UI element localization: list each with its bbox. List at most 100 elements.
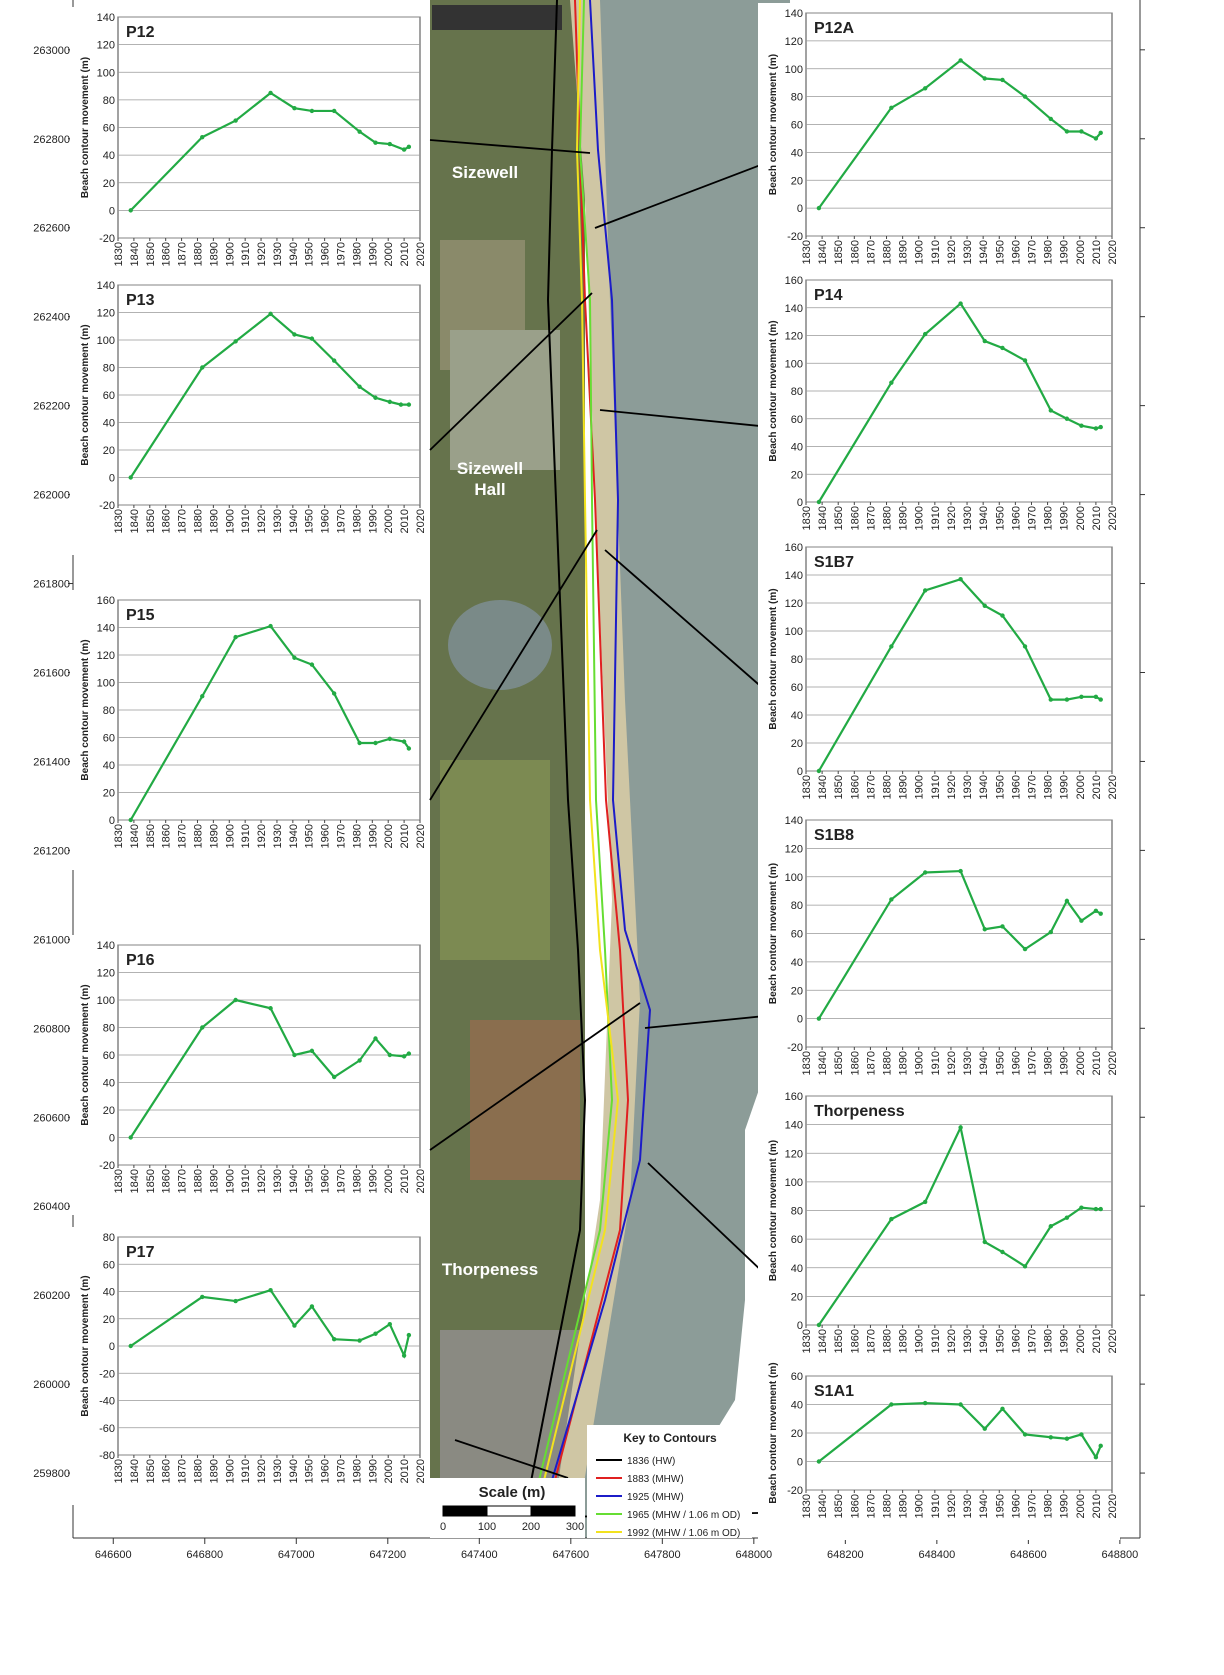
y-tick-label: 260200 bbox=[33, 1290, 70, 1302]
x-tick-label: 1950 bbox=[994, 1051, 1006, 1075]
y-tick-label: 160 bbox=[785, 542, 803, 554]
x-tick-label: 1850 bbox=[833, 506, 845, 530]
x-tick-label: 1970 bbox=[1026, 240, 1038, 264]
place-label: Thorpeness bbox=[442, 1260, 538, 1279]
x-tick-label: 1900 bbox=[224, 509, 236, 533]
x-tick-label: 1920 bbox=[256, 1459, 268, 1483]
y-tick-label: 80 bbox=[103, 95, 115, 107]
x-tick-label: 1960 bbox=[320, 1169, 332, 1193]
x-tick-label: 1920 bbox=[256, 1169, 268, 1193]
x-tick-label: 1840 bbox=[129, 824, 141, 848]
x-tick-label: 1950 bbox=[994, 775, 1006, 799]
y-tick-label: -20 bbox=[787, 231, 803, 243]
y-tick-label: 40 bbox=[103, 1287, 115, 1299]
data-point bbox=[128, 817, 133, 823]
y-tick-label: 120 bbox=[785, 843, 803, 855]
x-tick-label: 1890 bbox=[208, 824, 220, 848]
data-point bbox=[889, 105, 894, 110]
chart-title: S1B8 bbox=[814, 827, 854, 844]
data-point bbox=[1064, 1436, 1070, 1441]
y-axis-label: Beach contour movement (m) bbox=[80, 984, 91, 1125]
scale-label: 300 bbox=[566, 1521, 584, 1533]
x-tick-label: 648600 bbox=[1010, 1549, 1047, 1561]
data-point bbox=[1064, 129, 1070, 134]
contour-line bbox=[529, 0, 620, 1539]
x-tick-label: 1980 bbox=[351, 242, 363, 266]
x-tick-label: 1870 bbox=[177, 1459, 189, 1483]
y-tick-label: 40 bbox=[791, 442, 803, 454]
y-tick-label: 120 bbox=[785, 331, 803, 343]
chart-title: P17 bbox=[126, 1244, 155, 1261]
y-tick-label: 0 bbox=[797, 1014, 803, 1026]
x-tick-label: 2000 bbox=[1075, 775, 1087, 799]
x-tick-label: 1930 bbox=[272, 509, 284, 533]
x-tick-label: 1920 bbox=[256, 824, 268, 848]
data-point bbox=[387, 1322, 392, 1327]
x-tick-label: 1830 bbox=[801, 1329, 813, 1353]
x-tick-label: 1990 bbox=[1059, 506, 1071, 530]
x-tick-label: 1850 bbox=[145, 1459, 157, 1483]
x-tick-label: 1840 bbox=[129, 1169, 141, 1193]
y-tick-label: 0 bbox=[109, 205, 115, 217]
data-point bbox=[200, 1025, 205, 1030]
x-tick-label: 2000 bbox=[1075, 506, 1087, 530]
y-tick-label: 120 bbox=[97, 308, 115, 320]
x-tick-label: 1880 bbox=[192, 242, 204, 266]
data-point bbox=[268, 623, 273, 629]
data-point bbox=[401, 147, 407, 152]
y-tick-label: 20 bbox=[791, 1428, 803, 1440]
y-tick-label: 140 bbox=[97, 623, 115, 635]
data-line bbox=[817, 59, 1102, 209]
x-tick-label: 2020 bbox=[1107, 1051, 1119, 1075]
data-point bbox=[1048, 697, 1054, 702]
data-point bbox=[128, 1135, 133, 1140]
data-point bbox=[982, 1426, 987, 1431]
data-point bbox=[401, 1353, 407, 1358]
x-tick-label: 1960 bbox=[320, 509, 332, 533]
contour-line bbox=[519, 0, 587, 1539]
x-tick-label: 1830 bbox=[113, 824, 125, 848]
data-point bbox=[1048, 929, 1054, 935]
x-tick-label: 1910 bbox=[930, 240, 942, 264]
data-point bbox=[982, 338, 987, 344]
x-tick-label: 1860 bbox=[849, 1329, 861, 1353]
data-point bbox=[1079, 423, 1084, 428]
x-tick-label: 1920 bbox=[946, 240, 958, 264]
x-tick-label: 1930 bbox=[962, 506, 974, 530]
y-tick-label: -80 bbox=[99, 1450, 115, 1462]
x-tick-label: 1970 bbox=[336, 242, 348, 266]
y-tick-label: 0 bbox=[797, 766, 803, 778]
y-tick-label: 40 bbox=[103, 150, 115, 162]
chart-title: P12 bbox=[126, 24, 155, 41]
x-tick-label: 1940 bbox=[978, 1329, 990, 1353]
data-point bbox=[406, 1332, 412, 1338]
data-point bbox=[958, 1125, 963, 1130]
data-point bbox=[233, 997, 238, 1003]
arrow bbox=[429, 292, 593, 451]
data-point bbox=[331, 1074, 337, 1080]
data-point bbox=[1048, 1224, 1054, 1229]
y-axis-label: Beach contour movement (m) bbox=[768, 320, 779, 461]
y-tick-label: 60 bbox=[791, 414, 803, 426]
x-tick-label: 2020 bbox=[1107, 1329, 1119, 1353]
data-point bbox=[357, 740, 362, 746]
y-tick-label: 60 bbox=[103, 390, 115, 402]
x-tick-label: 1830 bbox=[113, 1459, 125, 1483]
x-tick-label: 2000 bbox=[383, 824, 395, 848]
chart-title: P16 bbox=[126, 952, 155, 969]
x-tick-label: 1850 bbox=[833, 1051, 845, 1075]
y-tick-label: 60 bbox=[791, 120, 803, 132]
x-tick-label: 2010 bbox=[399, 1169, 411, 1193]
x-tick-label: 1870 bbox=[177, 824, 189, 848]
x-tick-label: 1940 bbox=[978, 506, 990, 530]
data-point bbox=[1064, 416, 1070, 421]
y-tick-label: -60 bbox=[99, 1423, 115, 1435]
data-point bbox=[309, 662, 315, 667]
x-tick-label: 1860 bbox=[849, 1051, 861, 1075]
contour-line bbox=[539, 0, 630, 1539]
x-tick-label: 1910 bbox=[240, 242, 252, 266]
y-axis-label: Beach contour movement (m) bbox=[768, 863, 779, 1004]
x-tick-label: 2000 bbox=[1075, 1051, 1087, 1075]
x-tick-label: 1840 bbox=[129, 509, 141, 533]
y-tick-label: 140 bbox=[785, 815, 803, 827]
